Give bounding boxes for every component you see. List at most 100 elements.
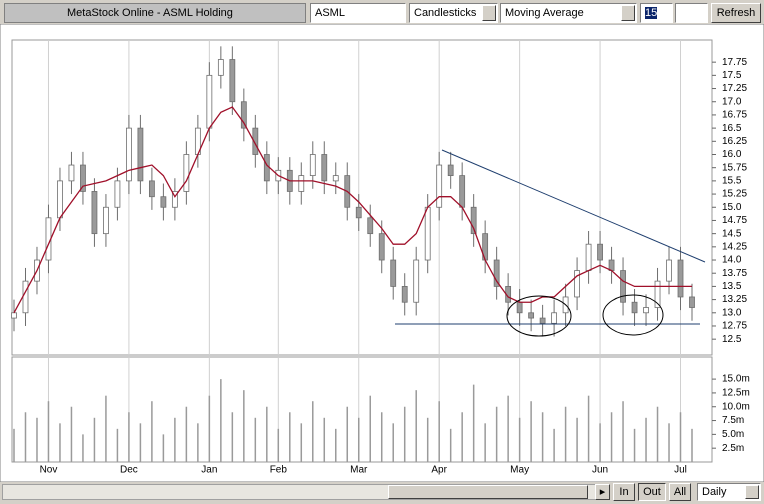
- moving-average-line: [13, 106, 692, 314]
- annotation-ellipse: [506, 295, 572, 337]
- candle-body: [643, 307, 649, 314]
- candle-body: [126, 127, 132, 182]
- y-tick-label: 14.25: [722, 241, 747, 252]
- volume-bar: [622, 401, 624, 462]
- y-tick-label: 13.0: [722, 307, 742, 318]
- y-tick-label: 5.0m: [722, 429, 744, 440]
- candle-body: [298, 175, 305, 192]
- volume-bar: [369, 395, 371, 462]
- volume-bar: [174, 417, 176, 462]
- volume-bar: [587, 395, 590, 462]
- candle-body: [574, 270, 580, 298]
- candle-body: [171, 191, 178, 208]
- volume-bar: [105, 395, 107, 462]
- candle-body: [551, 312, 558, 324]
- period-select[interactable]: Daily: [697, 483, 761, 501]
- x-tick-label: Jan: [201, 465, 217, 476]
- x-tick-label: Mar: [350, 465, 368, 476]
- y-tick-label: 15.5: [722, 176, 742, 187]
- extra-input[interactable]: [675, 3, 708, 23]
- y-tick-label: 12.5m: [722, 388, 750, 399]
- volume-bar: [633, 428, 636, 462]
- volume-bar: [116, 428, 119, 462]
- volume-bar: [266, 406, 268, 462]
- indicator-select[interactable]: Moving Average: [500, 3, 637, 23]
- candle-body: [217, 59, 224, 76]
- y-tick-label: 16.25: [722, 136, 747, 147]
- candle-body: [413, 259, 420, 303]
- volume-bar: [254, 417, 257, 462]
- volume-bar: [679, 412, 682, 462]
- volume-bar: [392, 423, 394, 462]
- volume-bar: [24, 412, 27, 462]
- dropdown-arrow: [745, 485, 759, 499]
- zoom-out-button[interactable]: Out: [638, 483, 666, 501]
- volume-bar: [289, 412, 291, 462]
- scrollbar[interactable]: [2, 484, 610, 500]
- zoom-in-button[interactable]: In: [613, 483, 635, 501]
- volume-bar: [335, 428, 337, 462]
- candle-body: [689, 296, 695, 308]
- candle-body: [148, 180, 155, 198]
- x-tick-label: Feb: [270, 465, 288, 476]
- volume-bar: [461, 412, 463, 462]
- candle-body: [666, 259, 672, 282]
- volume-bar: [380, 412, 383, 462]
- candle-body: [160, 196, 167, 208]
- candle-body: [367, 217, 374, 235]
- volume-bar: [610, 412, 613, 462]
- volume-bar: [576, 417, 578, 462]
- candle-body: [206, 74, 213, 129]
- volume-bar: [346, 406, 349, 462]
- scroll-right-button[interactable]: ▸: [595, 484, 610, 500]
- y-tick-label: 16.75: [722, 110, 747, 121]
- candle-body: [459, 175, 466, 208]
- symbol-input[interactable]: ASML: [310, 3, 406, 23]
- y-tick-label: 10.0m: [722, 401, 750, 412]
- volume-bar: [495, 406, 498, 462]
- volume-bar: [668, 423, 670, 462]
- y-tick-label: 13.25: [722, 294, 747, 305]
- candle-body: [597, 243, 603, 261]
- volume-bar: [541, 412, 544, 462]
- volume-bar: [231, 412, 234, 462]
- y-tick-label: 17.5: [722, 70, 742, 81]
- volume-bar: [220, 379, 222, 462]
- y-tick-label: 17.0: [722, 96, 742, 107]
- candle-body: [103, 206, 109, 235]
- zoom-all-button[interactable]: All: [669, 483, 691, 501]
- chart-type-select[interactable]: Candlesticks: [409, 3, 498, 23]
- x-tick-label: Apr: [431, 465, 447, 476]
- y-tick-label: 17.75: [722, 57, 747, 68]
- volume-bar: [530, 401, 532, 462]
- volume-bar: [484, 423, 486, 462]
- volume-bar: [197, 423, 199, 462]
- x-tick-label: Jun: [592, 465, 608, 476]
- volume-bar: [426, 417, 429, 462]
- y-tick-label: 16.0: [722, 149, 742, 160]
- volume-bar: [13, 428, 15, 462]
- volume-bar: [449, 428, 452, 462]
- y-tick-label: 14.75: [722, 215, 747, 226]
- scroll-thumb[interactable]: [388, 485, 588, 499]
- candle-body: [309, 154, 316, 177]
- y-tick-label: 13.75: [722, 268, 747, 279]
- candle-body: [378, 233, 385, 261]
- candle-body: [252, 127, 259, 155]
- y-tick-label: 15.0: [722, 202, 742, 213]
- volume-bar: [139, 423, 142, 462]
- volume-bar: [312, 401, 314, 462]
- candle-body: [424, 206, 431, 261]
- candle-body: [11, 312, 17, 319]
- volume-bar: [70, 406, 73, 462]
- candle-body: [57, 180, 63, 219]
- window-title: MetaStock Online - ASML Holding: [4, 3, 306, 23]
- refresh-button[interactable]: Refresh: [711, 3, 761, 23]
- candle-body: [229, 59, 236, 103]
- volume-bar: [82, 434, 84, 462]
- volume-bar: [553, 428, 555, 462]
- candle-body: [620, 270, 626, 303]
- y-tick-label: 13.5: [722, 281, 742, 292]
- candle-body: [80, 164, 86, 192]
- period-input[interactable]: 15: [640, 3, 673, 23]
